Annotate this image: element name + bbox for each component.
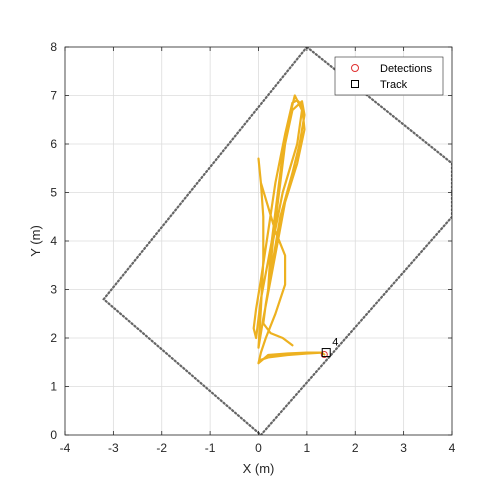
y-tick-label: 7 — [50, 89, 57, 103]
x-tick-label: -1 — [205, 441, 216, 455]
x-tick-label: 0 — [255, 441, 262, 455]
legend: Detections Track — [334, 56, 444, 96]
y-tick-label: 1 — [50, 380, 57, 394]
y-tick-label: 3 — [50, 283, 57, 297]
x-tick-label: 3 — [400, 441, 407, 455]
x-tick-label: 1 — [304, 441, 311, 455]
legend-track-marker — [351, 80, 359, 88]
x-tick-label: 4 — [449, 441, 456, 455]
tick-layer: -4 -3 -2 -1 0 1 2 3 4 0 1 2 3 4 5 6 7 8 — [50, 40, 455, 455]
y-tick-label: 2 — [50, 331, 57, 345]
trajectory-layer — [252, 94, 326, 365]
y-tick-label: 8 — [50, 40, 57, 54]
track-marker — [321, 348, 331, 358]
y-tick-label: 4 — [50, 234, 57, 248]
legend-detections-marker — [351, 64, 359, 72]
trajectory-line — [252, 94, 326, 365]
boundary-layer — [102, 47, 452, 435]
track-id-label: 4 — [332, 337, 338, 349]
x-tick-label: -3 — [108, 441, 119, 455]
y-tick-label: 5 — [50, 186, 57, 200]
y-axis-label: Y (m) — [28, 225, 43, 257]
legend-box — [334, 56, 444, 96]
detection-marker — [320, 350, 328, 358]
legend-track-label: Track — [380, 79, 408, 91]
x-tick-label: -4 — [60, 441, 71, 455]
y-tick-label: 0 — [50, 428, 57, 442]
legend-detections-label: Detections — [380, 63, 432, 75]
x-tick-label: 2 — [352, 441, 359, 455]
y-tick-label: 6 — [50, 137, 57, 151]
x-tick-label: -2 — [156, 441, 167, 455]
marker-layer: 4 — [320, 337, 338, 358]
x-axis-label: X (m) — [243, 461, 275, 476]
coverage-boundary — [102, 47, 452, 435]
